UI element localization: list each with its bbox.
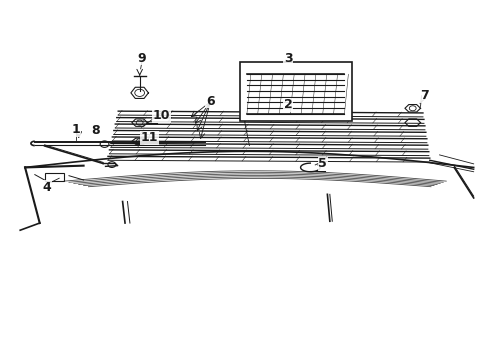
Text: 4: 4 — [42, 181, 51, 194]
Text: 3: 3 — [284, 51, 292, 64]
Text: 7: 7 — [420, 89, 428, 102]
Text: 10: 10 — [153, 109, 170, 122]
Text: 5: 5 — [318, 157, 326, 170]
Bar — [44, 173, 64, 181]
Text: 9: 9 — [138, 51, 146, 64]
Text: 6: 6 — [205, 95, 214, 108]
Text: 8: 8 — [91, 124, 100, 137]
Text: 1: 1 — [72, 123, 81, 136]
Text: 2: 2 — [284, 98, 292, 111]
Bar — [239, 62, 351, 121]
Text: 11: 11 — [141, 131, 158, 144]
